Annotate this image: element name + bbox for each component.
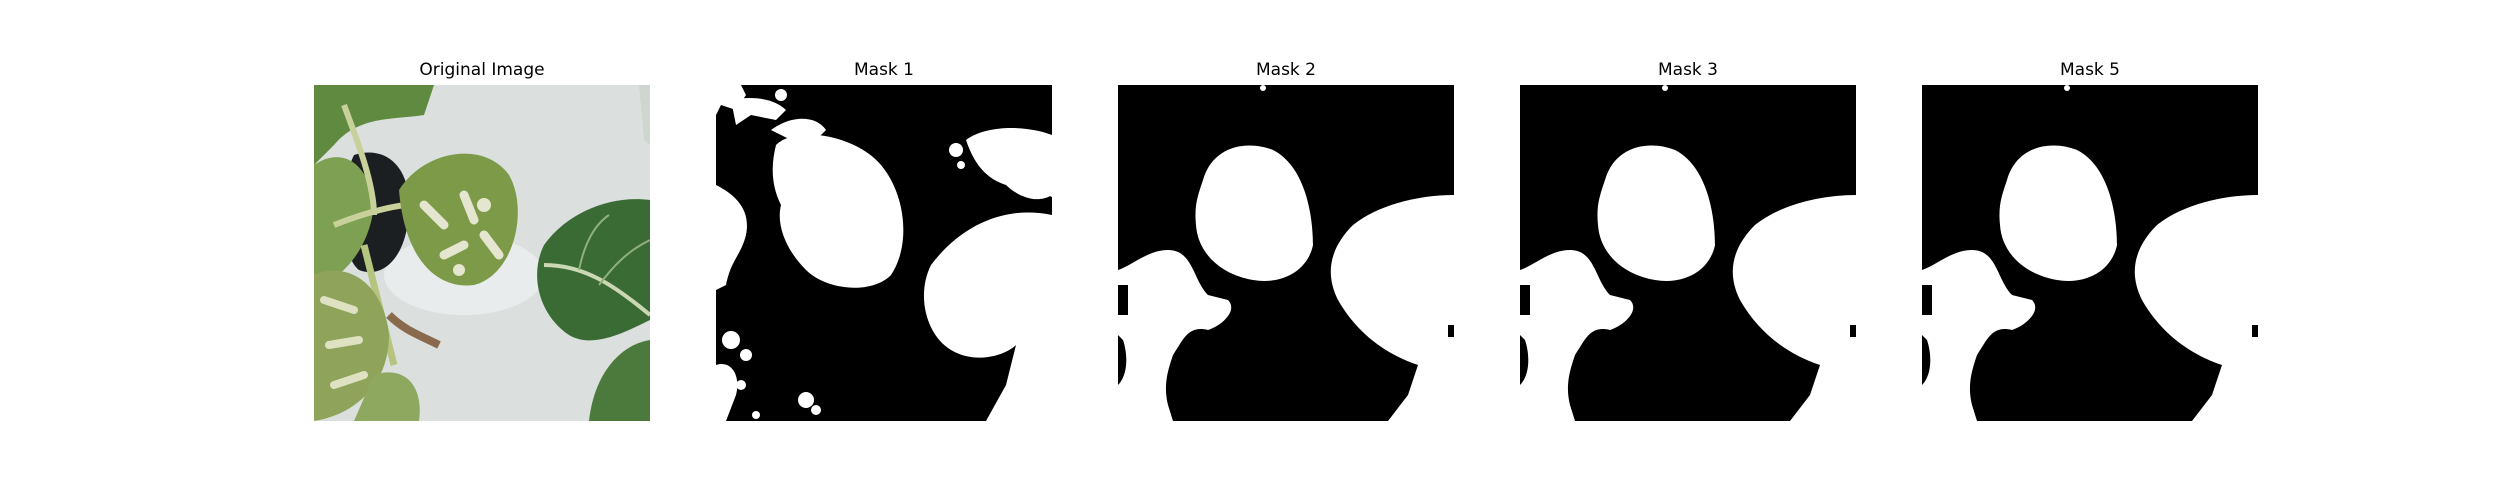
panel-title: Mask 2 <box>1255 60 1316 80</box>
panel-mask-3: Mask 3 <box>1520 0 1856 500</box>
segmentation-mask-1 <box>716 85 1052 421</box>
panel-title: Mask 5 <box>2059 60 2120 80</box>
panel-mask-1: Mask 1 <box>716 0 1052 500</box>
panel-title: Original Image <box>419 60 545 80</box>
segmentation-mask-2 <box>1118 85 1454 421</box>
segmentation-mask-3 <box>1520 85 1856 421</box>
original-plant-photo <box>314 85 650 421</box>
segmentation-mask-5 <box>1922 85 2258 421</box>
panel-title: Mask 1 <box>853 60 914 80</box>
panel-title: Mask 3 <box>1657 60 1718 80</box>
panel-original-image: Original Image <box>314 0 650 500</box>
panel-mask-2: Mask 2 <box>1118 0 1454 500</box>
panel-mask-5: Mask 5 <box>1922 0 2258 500</box>
